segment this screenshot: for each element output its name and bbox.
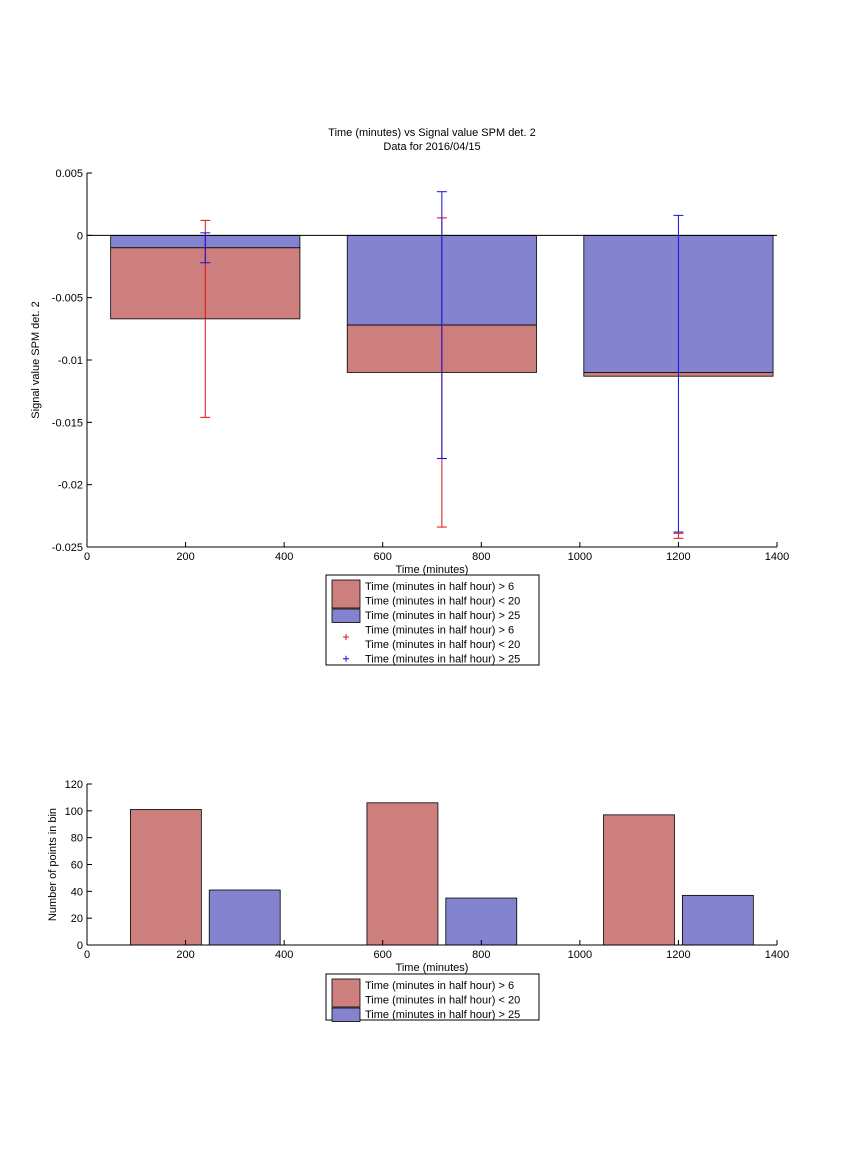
- legend-swatch: [331, 978, 361, 1008]
- y-axis-label: Signal value SPM det. 2: [30, 301, 42, 418]
- y-tick-label: 20: [71, 913, 83, 925]
- legend-box: [325, 574, 540, 666]
- legend-label: Time (minutes in half hour) < 20: [365, 995, 520, 1007]
- y-tick-label: -0.015: [52, 417, 83, 429]
- x-tick-label: 0: [84, 551, 90, 563]
- legend-label: Time (minutes in half hour) < 20: [365, 596, 520, 608]
- y-tick-label: -0.01: [58, 355, 83, 367]
- count-plot: 0 200 400 600 800 1000 1200 1400 0 20 40 60 80 100 120…: [47, 779, 789, 1022]
- y-tick-label: 120: [65, 779, 83, 791]
- x-tick-label: 600: [374, 551, 392, 563]
- bar-blue: [681, 894, 754, 946]
- bar-red: [129, 809, 202, 946]
- y-tick-label: -0.025: [52, 542, 83, 554]
- bar-blue: [445, 897, 518, 946]
- x-tick-label: 1000: [568, 551, 592, 563]
- y-tick-label: -0.02: [58, 480, 83, 492]
- x-tick-label: 400: [275, 551, 293, 563]
- chart-title: Time (minutes) vs Signal value SPM det. …: [328, 127, 535, 139]
- y-tick-label: -0.005: [52, 293, 83, 305]
- x-tick-label: 400: [275, 949, 293, 961]
- x-tick-label: 1400: [765, 551, 789, 563]
- signal-plot: 0 200 400 600 800 1000 1200 1400 0.005 0 -0.005 -0.…: [30, 168, 789, 666]
- legend-label: Time (minutes in half hour) > 6: [365, 625, 514, 637]
- legend-label: Time (minutes in half hour) > 6: [365, 980, 514, 992]
- y-axis-label: Number of points in bin: [47, 808, 59, 921]
- y-tick-label: 0.005: [55, 168, 83, 180]
- legend-label: Time (minutes in half hour) > 25: [365, 654, 520, 666]
- legend-label: Time (minutes in half hour) < 20: [365, 639, 520, 651]
- y-tick-label: 0: [77, 230, 83, 242]
- legend-swatch: [331, 1007, 361, 1022]
- x-tick-label: 800: [472, 949, 490, 961]
- x-tick-label: 800: [472, 551, 490, 563]
- legend-label: Time (minutes in half hour) > 25: [365, 610, 520, 622]
- legend-swatch: [331, 608, 361, 623]
- x-tick-label: 1000: [568, 949, 592, 961]
- x-tick-label: 1400: [765, 949, 789, 961]
- x-tick-label: 200: [176, 551, 194, 563]
- x-axis-label: Time (minutes): [396, 564, 469, 576]
- legend-box: [325, 973, 540, 1021]
- x-tick-label: 600: [374, 949, 392, 961]
- y-tick-label: 0: [77, 940, 83, 952]
- x-tick-label: 1200: [666, 949, 690, 961]
- y-tick-label: 100: [65, 806, 83, 818]
- x-axis-label: Time (minutes): [396, 962, 469, 974]
- legend-swatch: [331, 579, 361, 609]
- y-tick-label: 60: [71, 860, 83, 872]
- y-tick-label: 40: [71, 886, 83, 898]
- legend-label: Time (minutes in half hour) > 6: [365, 581, 514, 593]
- chart-subtitle: Data for 2016/04/15: [383, 141, 480, 153]
- x-tick-label: 200: [176, 949, 194, 961]
- x-tick-label: 1200: [666, 551, 690, 563]
- bar-red: [366, 802, 439, 946]
- legend-label: Time (minutes in half hour) > 25: [365, 1009, 520, 1021]
- x-tick-label: 0: [84, 949, 90, 961]
- bar-blue: [208, 889, 281, 946]
- y-tick-label: 80: [71, 833, 83, 845]
- bar-red: [603, 814, 675, 946]
